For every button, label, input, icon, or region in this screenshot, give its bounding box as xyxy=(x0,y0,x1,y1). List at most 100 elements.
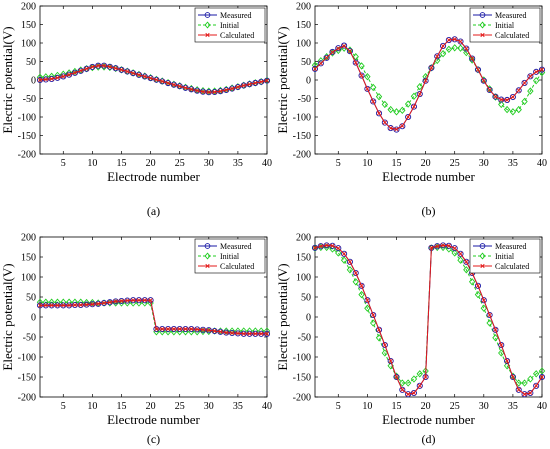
data-point-calculated xyxy=(516,387,521,392)
data-point-calculated xyxy=(423,374,428,380)
data-point-initial xyxy=(468,278,476,286)
data-point-initial xyxy=(223,327,230,335)
x-tick-label: 40 xyxy=(262,158,272,169)
x-tick-label: 15 xyxy=(116,158,126,169)
data-point-calculated xyxy=(400,123,405,128)
data-point-calculated xyxy=(493,327,498,332)
x-tick-label: 10 xyxy=(87,401,97,412)
data-point-calculated xyxy=(37,77,43,83)
data-point-initial xyxy=(381,100,389,109)
data-point-measured xyxy=(509,373,516,381)
y-tick-label: -150 xyxy=(18,131,36,142)
data-point-calculated xyxy=(43,77,48,82)
data-point-measured xyxy=(538,373,546,381)
data-point-initial xyxy=(387,105,394,114)
panel-caption: (c) xyxy=(147,432,160,446)
legend-label-initial: Initial xyxy=(220,21,240,30)
data-point-measured xyxy=(364,297,371,304)
data-point-calculated xyxy=(534,69,539,74)
data-point-calculated xyxy=(487,87,492,93)
data-point-initial xyxy=(515,105,522,114)
data-point-measured xyxy=(486,311,493,319)
x-tick-label: 20 xyxy=(146,401,156,412)
x-tick-label: 35 xyxy=(233,401,243,412)
data-point-measured xyxy=(153,76,160,83)
data-point-calculated xyxy=(464,46,469,51)
data-point-initial xyxy=(515,379,522,387)
data-point-calculated xyxy=(353,60,358,65)
legend-marker-measured xyxy=(479,243,486,249)
y-axis-label: Electric potential(V) xyxy=(275,26,290,133)
data-point-calculated xyxy=(195,88,200,93)
data-point-measured xyxy=(311,65,319,72)
data-point-calculated xyxy=(218,89,223,94)
y-tick-label: 50 xyxy=(26,293,36,304)
data-point-measured xyxy=(176,83,183,90)
data-point-calculated xyxy=(90,64,95,70)
data-point-calculated xyxy=(371,99,376,104)
data-point-calculated xyxy=(49,76,54,81)
data-point-calculated xyxy=(371,312,376,318)
y-tick-label: -50 xyxy=(298,94,311,105)
data-point-initial xyxy=(492,334,499,342)
data-point-measured xyxy=(182,84,189,91)
data-point-measured xyxy=(521,391,528,398)
data-point-initial xyxy=(352,278,359,286)
data-point-measured xyxy=(381,119,388,126)
data-point-calculated xyxy=(55,75,60,80)
data-point-initial xyxy=(532,370,540,378)
data-point-measured xyxy=(370,311,377,319)
chart-panel-0: 200 150 100 50 0 -50 -100 -150 -200 5 10 15 20 25 30 35… xyxy=(0,2,272,219)
data-point-calculated xyxy=(131,71,136,76)
y-tick-label: 150 xyxy=(21,20,36,31)
data-point-calculated xyxy=(78,302,83,308)
data-point-calculated xyxy=(458,39,463,44)
data-point-initial xyxy=(416,82,423,91)
data-point-initial xyxy=(410,92,418,100)
y-tick-label: -50 xyxy=(23,94,36,105)
data-point-initial xyxy=(439,50,447,58)
chart-panel-1: 200 150 100 50 0 -50 -100 -150 -200 5 10 15 20 25 30 35… xyxy=(275,2,547,219)
panel-caption: (a) xyxy=(147,204,160,218)
data-point-calculated xyxy=(101,300,107,306)
data-point-calculated xyxy=(200,327,206,332)
data-point-calculated xyxy=(406,392,411,397)
y-tick-label: -150 xyxy=(18,373,36,384)
data-point-calculated xyxy=(365,86,370,91)
data-point-measured xyxy=(393,126,400,133)
series-line-initial xyxy=(314,47,543,113)
data-point-calculated xyxy=(330,50,335,55)
data-point-measured xyxy=(416,382,423,389)
data-point-measured xyxy=(370,98,377,105)
data-point-initial xyxy=(474,290,482,299)
data-point-calculated xyxy=(417,91,422,97)
data-point-calculated xyxy=(394,127,399,132)
y-tick-label: -100 xyxy=(18,353,36,364)
data-point-calculated xyxy=(394,374,399,380)
data-point-calculated xyxy=(43,303,48,308)
data-point-calculated xyxy=(359,73,364,78)
legend-label-measured: Measured xyxy=(495,242,527,251)
data-point-initial xyxy=(364,304,371,312)
data-point-measured xyxy=(71,69,78,76)
data-point-measured xyxy=(188,86,195,93)
x-tick-label: 10 xyxy=(362,158,372,169)
data-point-calculated xyxy=(452,37,457,42)
data-point-measured xyxy=(457,250,464,257)
y-tick-label: 150 xyxy=(296,20,311,31)
panel-caption: (d) xyxy=(422,432,436,446)
x-tick-label: 40 xyxy=(537,158,547,169)
legend-label-initial: Initial xyxy=(495,21,515,30)
chart-panel-2: 200 150 100 50 0 -50 -100 -150 -200 5 10 15 20 25 30 35… xyxy=(0,233,272,447)
data-point-calculated xyxy=(481,298,486,303)
y-tick-label: -50 xyxy=(298,333,311,344)
data-point-calculated xyxy=(365,298,370,303)
y-tick-label: 200 xyxy=(21,2,36,13)
legend-label-calculated: Calculated xyxy=(220,262,254,271)
data-point-measured xyxy=(323,54,330,61)
data-point-calculated xyxy=(347,49,353,54)
data-point-measured xyxy=(375,326,383,333)
data-point-calculated xyxy=(341,43,347,49)
data-point-calculated xyxy=(107,64,112,69)
data-point-calculated xyxy=(312,245,318,250)
